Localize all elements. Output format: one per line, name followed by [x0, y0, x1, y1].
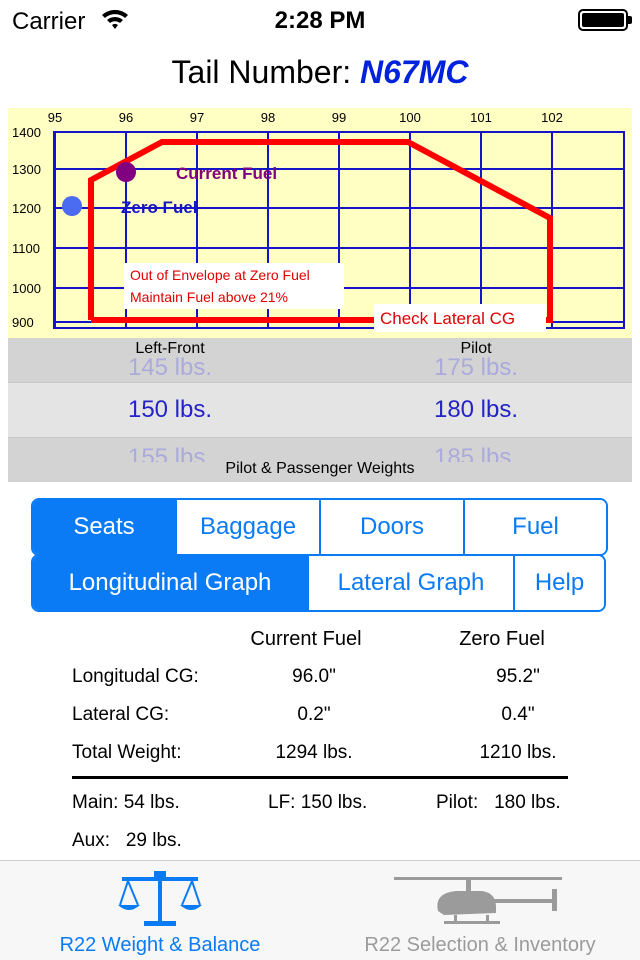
- zero-fuel-point: [62, 196, 82, 216]
- lateral-warning-box: [374, 304, 546, 332]
- warning-line-2: Maintain Fuel above 21%: [130, 289, 288, 305]
- x-tick-label: 95: [48, 110, 62, 125]
- segment-lateral-graph[interactable]: Lateral Graph: [309, 556, 515, 610]
- y-tick-label: 1400: [12, 125, 41, 140]
- title-prefix: Tail Number:: [171, 54, 352, 90]
- tab-selection-inventory[interactable]: R22 Selection & Inventory: [320, 861, 640, 960]
- tab-label: R22 Weight & Balance: [59, 934, 261, 956]
- table-row: Longitudal CG: 96.0" 95.2": [0, 666, 640, 694]
- table-row: Lateral CG: 0.2" 0.4": [0, 704, 640, 732]
- aux-fuel-weight: Aux: 29 lbs.: [72, 830, 182, 851]
- row-current: 0.2": [297, 704, 331, 725]
- x-tick-label: 97: [190, 110, 204, 125]
- tab-label: R22 Selection & Inventory: [364, 934, 596, 956]
- segment-fuel[interactable]: Fuel: [465, 500, 606, 554]
- y-tick-labels: 1400 1300 1200 1100 1000 900: [12, 125, 41, 330]
- page-title: Tail Number: N67MC: [0, 54, 640, 91]
- pilot-value-below[interactable]: 185 lbs.: [433, 444, 519, 462]
- cg-envelope: [88, 139, 553, 323]
- row-zero: 1210 lbs.: [479, 742, 557, 763]
- battery-icon: [578, 9, 632, 31]
- x-tick-label: 99: [332, 110, 346, 125]
- cg-envelope-graph: 95 96 97 98 99 100 101 102 1400 1300 1200 1100 1000…: [8, 108, 632, 338]
- zero-fuel-label: Zero Fuel: [121, 198, 198, 217]
- row-zero: 0.4": [501, 704, 535, 725]
- pilot-label: Pilot: [460, 340, 492, 357]
- warning-box: [124, 263, 344, 309]
- x-tick-label: 96: [119, 110, 133, 125]
- scale-icon: [118, 871, 202, 926]
- pilot-weight: Pilot: 180 lbs.: [436, 792, 561, 813]
- left-front-label: Left-Front: [135, 340, 205, 357]
- carrier-label: Carrier: [12, 8, 86, 35]
- segment-doors[interactable]: Doors: [321, 500, 465, 554]
- divider: [72, 776, 568, 779]
- col-zero-fuel: Zero Fuel: [459, 628, 545, 650]
- left-front-value-below[interactable]: 155 lbs.: [127, 444, 213, 462]
- row-label: Longitudal CG:: [72, 666, 199, 687]
- tail-number: N67MC: [360, 54, 469, 90]
- y-tick-label: 900: [12, 315, 34, 330]
- picker-selection-band: [8, 382, 632, 438]
- x-tick-labels: 95 96 97 98 99 100 101 102: [48, 110, 563, 125]
- left-front-weight: LF: 150 lbs.: [268, 792, 368, 813]
- table-row: Total Weight: 1294 lbs. 1210 lbs.: [0, 742, 640, 770]
- status-bar: Carrier 2:28 PM: [0, 0, 640, 40]
- weight-picker[interactable]: Left-Front Pilot 145 lbs. 150 lbs. 155 l…: [8, 338, 632, 482]
- y-tick-label: 1300: [12, 162, 41, 177]
- x-tick-label: 100: [399, 110, 421, 125]
- segment-seats[interactable]: Seats: [33, 500, 177, 554]
- segment-help[interactable]: Help: [515, 556, 604, 610]
- clock: 2:28 PM: [274, 7, 366, 34]
- pilot-value-selected[interactable]: 180 lbs.: [433, 396, 519, 423]
- x-tick-label: 102: [541, 110, 563, 125]
- x-tick-label: 101: [470, 110, 492, 125]
- row-current: 1294 lbs.: [275, 742, 353, 763]
- category-segmented-control[interactable]: Seats Baggage Doors Fuel: [31, 498, 608, 556]
- row-zero: 95.2": [496, 666, 540, 687]
- wifi-icon: [102, 9, 128, 29]
- current-fuel-point: [116, 162, 136, 182]
- segment-longitudinal-graph[interactable]: Longitudinal Graph: [33, 556, 309, 610]
- y-tick-label: 1200: [12, 201, 41, 216]
- picker-footer: Pilot & Passenger Weights: [225, 460, 415, 477]
- helicopter-icon: [394, 877, 562, 924]
- left-front-value-selected[interactable]: 150 lbs.: [127, 396, 213, 423]
- pilot-value-above[interactable]: 175 lbs.: [433, 354, 519, 376]
- col-current-fuel: Current Fuel: [250, 628, 362, 650]
- y-tick-label: 1000: [12, 281, 41, 296]
- left-front-value-above[interactable]: 145 lbs.: [127, 354, 213, 376]
- main-fuel-weight: Main: 54 lbs.: [72, 792, 180, 813]
- row-label: Total Weight:: [72, 742, 182, 763]
- current-fuel-label: Current Fuel: [176, 164, 277, 183]
- row-current: 96.0": [292, 666, 336, 687]
- row-label: Lateral CG:: [72, 704, 170, 725]
- tab-bar: R22 Weight & Balance R22 Selection & Inv…: [0, 860, 640, 960]
- x-tick-label: 98: [261, 110, 275, 125]
- segment-baggage[interactable]: Baggage: [177, 500, 321, 554]
- tab-weight-balance[interactable]: R22 Weight & Balance: [0, 861, 320, 960]
- lateral-warning: Check Lateral CG: [380, 309, 515, 328]
- y-tick-label: 1100: [12, 241, 40, 256]
- warning-line-1: Out of Envelope at Zero Fuel: [130, 267, 310, 283]
- view-segmented-control[interactable]: Longitudinal Graph Lateral Graph Help: [31, 554, 606, 612]
